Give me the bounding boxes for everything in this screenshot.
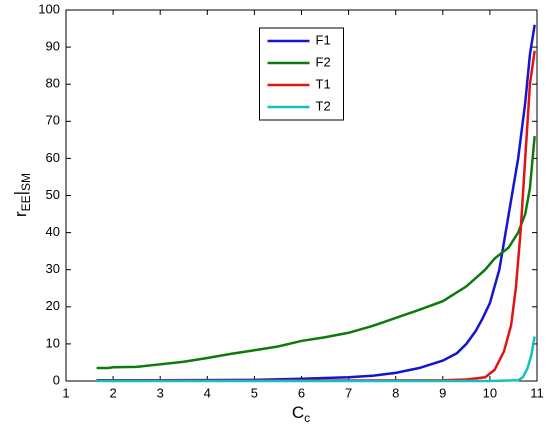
x-tick-label: 6 — [298, 385, 305, 400]
x-label-main: C — [292, 403, 304, 422]
x-tick-label: 2 — [109, 385, 116, 400]
y-axis-label: rEE|SM — [11, 173, 33, 217]
x-tick-label: 8 — [392, 385, 399, 400]
legend-label: F2 — [316, 54, 331, 69]
y-tick-label: 100 — [38, 1, 60, 16]
x-tick-label: 9 — [439, 385, 446, 400]
y-tick-label: 30 — [46, 261, 60, 276]
y-tick-label: 80 — [46, 76, 60, 91]
y-label-main: r — [11, 211, 30, 217]
legend-label: T2 — [316, 98, 331, 113]
y-label-bar: | — [11, 191, 30, 195]
x-tick-label: 1 — [62, 385, 69, 400]
y-tick-label: 10 — [46, 335, 60, 350]
y-tick-label: 40 — [46, 224, 60, 239]
x-tick-label: 4 — [204, 385, 211, 400]
y-label-sub: SM — [19, 173, 33, 191]
line-series — [96, 336, 536, 383]
legend-label: F1 — [316, 32, 331, 47]
y-tick-label: 50 — [46, 187, 60, 202]
line-series — [96, 24, 536, 382]
y-tick-label: 90 — [46, 39, 60, 54]
x-tick-label: 5 — [251, 385, 258, 400]
x-tick-label: 7 — [345, 385, 352, 400]
x-label-sub: c — [304, 411, 310, 425]
y-tick-label: 20 — [46, 298, 60, 313]
line-series — [96, 136, 536, 370]
legend-box — [259, 27, 344, 121]
y-tick-label: 70 — [46, 113, 60, 128]
y-tick-label: 60 — [46, 150, 60, 165]
legend-label: T1 — [316, 76, 331, 91]
y-tick-label: 0 — [53, 372, 60, 387]
x-axis-label: Cc — [292, 403, 310, 425]
x-tick-label: 11 — [530, 385, 544, 400]
y-label-sub: EE — [19, 195, 33, 211]
x-tick-label: 10 — [483, 385, 497, 400]
x-tick-label: 3 — [157, 385, 164, 400]
